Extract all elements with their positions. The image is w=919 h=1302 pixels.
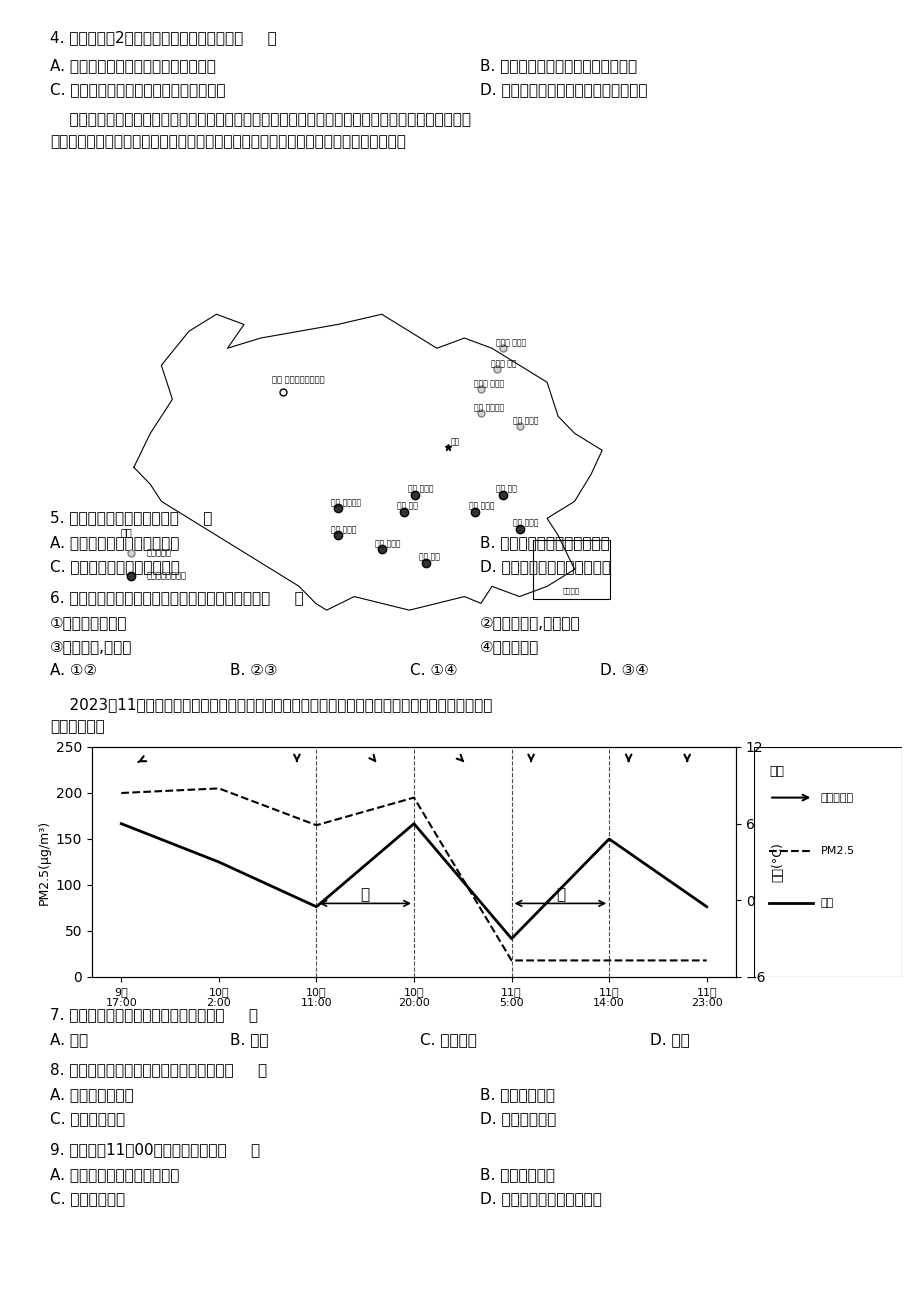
Text: C. ①④: C. ①④ bbox=[410, 663, 457, 678]
Text: D. 太阳高度角先增大后减小: D. 太阳高度角先增大后减小 bbox=[480, 1191, 601, 1206]
Text: 雾凇、雨凇观赏地: 雾凇、雨凇观赏地 bbox=[146, 572, 187, 581]
Text: 江西 庐山: 江西 庐山 bbox=[396, 501, 417, 510]
Text: 四川 峨眉山: 四川 峨眉山 bbox=[331, 526, 356, 535]
Text: ④空气湿度大: ④空气湿度大 bbox=[480, 639, 539, 654]
Text: B. ②③: B. ②③ bbox=[230, 663, 278, 678]
Text: 湖南 张家界: 湖南 张家界 bbox=[374, 539, 400, 548]
气温 bbox=[213, 854, 224, 870]
Text: 黑龙江 伊春: 黑龙江 伊春 bbox=[490, 359, 516, 368]
Text: 气温: 气温 bbox=[820, 898, 833, 909]
Bar bbox=[532, 540, 609, 599]
Line: PM2.5: PM2.5 bbox=[121, 789, 706, 961]
Text: 9. 甲时段以11：00为界，该气象站（     ）: 9. 甲时段以11：00为界，该气象站（ ） bbox=[50, 1142, 260, 1157]
PM2.5 bbox=[603, 953, 614, 969]
Text: 原来的冰晶上，这就是雾凇。下图为全国雾凇、雨凇观赏地分布图。据此完成下面小题。: 原来的冰晶上，这就是雾凇。下图为全国雾凇、雨凇观赏地分布图。据此完成下面小题。 bbox=[50, 134, 405, 148]
Text: 7. 导致该次天气剧烈变化的天气系统是（     ）: 7. 导致该次天气剧烈变化的天气系统是（ ） bbox=[50, 1006, 257, 1022]
Text: 北京: 北京 bbox=[450, 437, 460, 447]
Text: D. 空气污染加重: D. 空气污染加重 bbox=[480, 1111, 556, 1126]
Text: D. 极昼，日照时间长，载重船舶能靠岸: D. 极昼，日照时间长，载重船舶能靠岸 bbox=[480, 82, 647, 98]
Text: 内蒙古 阿尔山: 内蒙古 阿尔山 bbox=[473, 379, 504, 388]
Y-axis label: 温度(°C): 温度(°C) bbox=[771, 842, 784, 881]
Text: A. 暖锋: A. 暖锋 bbox=[50, 1032, 88, 1047]
PM2.5 bbox=[116, 785, 127, 801]
Text: B. 太阳辐射增强: B. 太阳辐射增强 bbox=[480, 1167, 554, 1182]
Text: C. 主要分布在暖温带和中温带: C. 主要分布在暖温带和中温带 bbox=[50, 559, 180, 574]
Text: B. 风速由大变小: B. 风速由大变小 bbox=[480, 1087, 554, 1101]
Text: 图例: 图例 bbox=[120, 527, 132, 538]
Text: 过冷水汽和雾滴遇到同样低于冻结温度的物体如树枝，迅速凝结成冰晶。新的水雾一层叠一层轻附在: 过冷水汽和雾滴遇到同样低于冻结温度的物体如树枝，迅速凝结成冰晶。新的水雾一层叠一… bbox=[50, 112, 471, 128]
Text: A. 先受冷气团后受暖气团影响: A. 先受冷气团后受暖气团影响 bbox=[50, 1167, 179, 1182]
Text: 江西 三清山: 江西 三清山 bbox=[512, 518, 538, 527]
PM2.5 bbox=[213, 781, 224, 797]
Text: 6. 长江中下游地区的观赏地形成雾凇的主要原因是（     ）: 6. 长江中下游地区的观赏地形成雾凇的主要原因是（ ） bbox=[50, 590, 303, 605]
气温 bbox=[408, 816, 419, 832]
PM2.5 bbox=[505, 953, 516, 969]
Text: 吉林 长白山: 吉林 长白山 bbox=[512, 417, 538, 426]
Text: A. 位于我国地势第一二级阶梯: A. 位于我国地势第一二级阶梯 bbox=[50, 535, 179, 549]
Text: ①纬度高，气温低: ①纬度高，气温低 bbox=[50, 615, 128, 630]
Text: 图例: 图例 bbox=[768, 766, 783, 779]
Y-axis label: PM2.5(μg/m³): PM2.5(μg/m³) bbox=[38, 819, 51, 905]
Text: 南海诸岛: 南海诸岛 bbox=[562, 587, 579, 594]
Text: 4. 秦岭站选择2月开站，下列原因正确的是（     ）: 4. 秦岭站选择2月开站，下列原因正确的是（ ） bbox=[50, 30, 277, 46]
Text: B. 冷锋: B. 冷锋 bbox=[230, 1032, 268, 1047]
Text: C. 地面辐射减弱: C. 地面辐射减弱 bbox=[50, 1191, 125, 1206]
Text: 安徽 九华山: 安徽 九华山 bbox=[407, 484, 433, 493]
气温 bbox=[700, 898, 711, 914]
Text: B. 寒季，海域封冻，施工车辆能通行: B. 寒季，海域封冻，施工车辆能通行 bbox=[480, 59, 637, 73]
Text: PM2.5: PM2.5 bbox=[820, 845, 854, 855]
Text: 新疆 古尔班通古特沙漠: 新疆 古尔班通古特沙漠 bbox=[271, 375, 323, 384]
Text: 乙: 乙 bbox=[555, 887, 564, 902]
气温 bbox=[311, 898, 322, 914]
Text: C. 准静止锋: C. 准静止锋 bbox=[420, 1032, 476, 1047]
PM2.5 bbox=[311, 818, 322, 833]
Text: A. ①②: A. ①② bbox=[50, 663, 97, 678]
Text: 甲: 甲 bbox=[360, 887, 369, 902]
Text: 成下面小题。: 成下面小题。 bbox=[50, 719, 105, 734]
Text: ③海拔较高,气温低: ③海拔较高,气温低 bbox=[50, 639, 132, 654]
Text: A. 暖季，热量充足，利于拓展考察范围: A. 暖季，热量充足，利于拓展考察范围 bbox=[50, 59, 216, 73]
Text: D. 台风: D. 台风 bbox=[650, 1032, 689, 1047]
Text: 8. 乙时段，该地可能会出现的天气现象有（     ）: 8. 乙时段，该地可能会出现的天气现象有（ ） bbox=[50, 1062, 267, 1077]
Text: 四川 西岭雪山: 四川 西岭雪山 bbox=[331, 499, 360, 508]
Text: B. 多分布在湿润、半湿润地区: B. 多分布在湿润、半湿润地区 bbox=[480, 535, 609, 549]
Text: 雾凇观赏地: 雾凇观赏地 bbox=[146, 549, 171, 557]
气温 bbox=[505, 931, 516, 947]
PM2.5 bbox=[700, 953, 711, 969]
Text: 安徽 黄山: 安徽 黄山 bbox=[495, 484, 516, 493]
Text: 吉林 松花江畔: 吉林 松花江畔 bbox=[473, 404, 504, 413]
Text: C. 气温持续上升: C. 气温持续上升 bbox=[50, 1111, 125, 1126]
Text: 黑龙江 逊克县: 黑龙江 逊克县 bbox=[495, 339, 526, 348]
Text: D. 北方较南方温度低观赏地多: D. 北方较南方温度低观赏地多 bbox=[480, 559, 610, 574]
Text: 5. 图中能观赏到雾凇的地方（     ）: 5. 图中能观赏到雾凇的地方（ ） bbox=[50, 510, 212, 525]
Text: D. ③④: D. ③④ bbox=[599, 663, 648, 678]
气温 bbox=[116, 816, 127, 832]
Text: 2023年11月我国华北某地经历了一次剧烈的天气变化，下图为该地某个气象站的气象数据。据此完: 2023年11月我国华北某地经历了一次剧烈的天气变化，下图为该地某个气象站的气象… bbox=[50, 697, 492, 712]
Text: 风向及风速: 风向及风速 bbox=[820, 793, 853, 802]
PM2.5 bbox=[408, 790, 419, 806]
气温 bbox=[603, 831, 614, 846]
Text: 浙江 天目山: 浙江 天目山 bbox=[468, 501, 494, 510]
Line: 气温: 气温 bbox=[121, 824, 706, 939]
Text: C. 极夜，常见极光，为建站施工人员照明: C. 极夜，常见极光，为建站施工人员照明 bbox=[50, 82, 225, 98]
Text: 湖南 衡山: 湖南 衡山 bbox=[418, 553, 439, 561]
Text: A. 偏南风转东南风: A. 偏南风转东南风 bbox=[50, 1087, 133, 1101]
Text: ②冬季降雪多,水汽充足: ②冬季降雪多,水汽充足 bbox=[480, 615, 580, 630]
